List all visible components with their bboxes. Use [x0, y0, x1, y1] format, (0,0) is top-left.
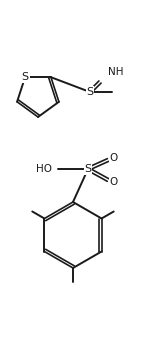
Text: S: S	[21, 72, 29, 82]
Text: S: S	[86, 87, 94, 97]
Text: O: O	[110, 153, 118, 163]
Text: S: S	[84, 164, 92, 174]
Text: HO: HO	[36, 164, 52, 174]
Text: NH: NH	[108, 67, 124, 77]
Text: O: O	[110, 177, 118, 187]
